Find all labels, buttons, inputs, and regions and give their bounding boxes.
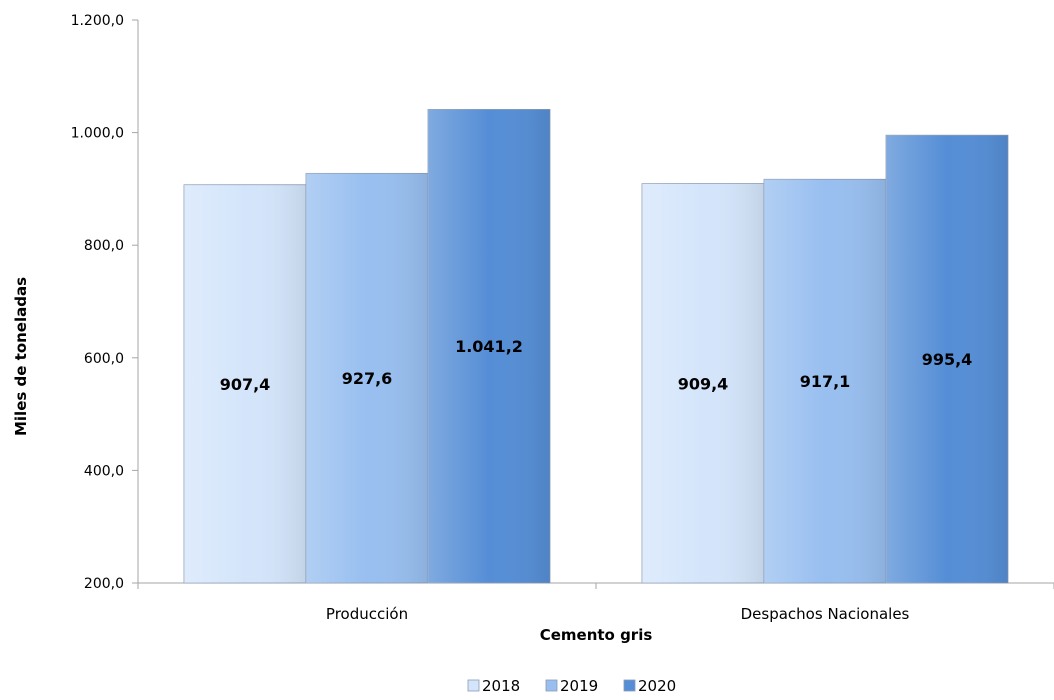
y-tick-label: 600,0: [84, 351, 124, 367]
legend-swatch-2019: [545, 679, 558, 692]
legend-label-2019: 2019: [560, 677, 598, 695]
data-label: 907,4: [220, 375, 271, 394]
y-tick-label: 1.000,0: [71, 126, 124, 142]
y-tick-label: 1.200,0: [71, 13, 124, 29]
x-tick-label: Despachos Nacionales: [741, 605, 910, 623]
data-labels: 907,4 909,4 927,6 917,1 1.041,2 995,4: [220, 337, 973, 394]
bar-shading: [306, 173, 428, 583]
bar-shading: [886, 135, 1008, 583]
x-tick-label: Producción: [326, 605, 408, 623]
legend-label-2018: 2018: [482, 677, 520, 695]
data-label: 917,1: [800, 372, 851, 391]
y-tick-label: 800,0: [84, 238, 124, 254]
legend-swatch-2018: [467, 679, 480, 692]
bar-shading: [184, 184, 306, 583]
bar-shading: [764, 179, 886, 583]
y-tick-label: 400,0: [84, 463, 124, 479]
legend: 2018 2019 2020: [467, 677, 676, 695]
data-label: 927,6: [342, 369, 393, 388]
bar-shading: [642, 183, 764, 584]
legend-label-2020: 2020: [638, 677, 676, 695]
data-label: 995,4: [922, 350, 973, 369]
bars: [183, 109, 1009, 584]
y-tick-label: 200,0: [84, 576, 124, 592]
y-axis-title: Miles de toneladas: [12, 277, 30, 436]
legend-swatch-2020: [623, 679, 636, 692]
axes: 200,0 400,0 600,0 800,0 1.000,0 1.200,0 Produc…: [71, 13, 1054, 623]
data-label: 1.041,2: [455, 337, 523, 356]
bar-shading: [428, 109, 550, 583]
data-label: 909,4: [678, 374, 729, 393]
x-axis-title: Cemento gris: [540, 626, 653, 644]
